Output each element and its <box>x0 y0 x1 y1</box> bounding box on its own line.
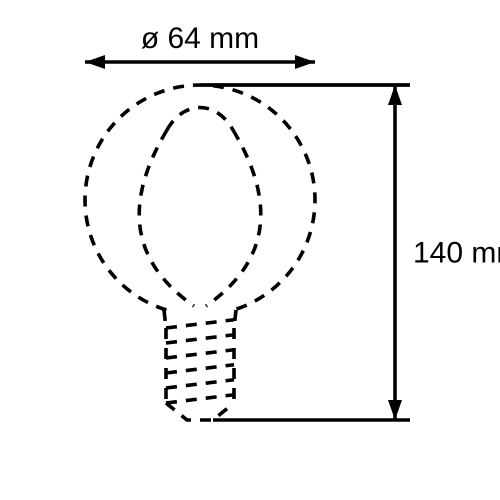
neck-left <box>164 310 166 328</box>
thread-line <box>166 320 234 328</box>
dim-diameter-label: ø 64 mm <box>141 22 259 55</box>
thread-line <box>166 395 234 403</box>
dim-diameter-arrow-left <box>85 55 105 69</box>
thread-line <box>166 365 234 373</box>
dim-height-arrow-top <box>388 85 402 105</box>
filament-lobe-left <box>139 130 194 306</box>
thread-line <box>166 335 234 343</box>
base-tip <box>166 403 234 420</box>
dim-height-arrow-bottom <box>388 400 402 420</box>
filament-lobe-right <box>206 130 261 306</box>
bulb-globe <box>85 85 315 310</box>
neck-right <box>234 310 236 328</box>
filament-top <box>167 108 233 131</box>
dim-height-label: 140 mm <box>413 237 500 270</box>
dim-diameter-arrow-right <box>295 55 315 69</box>
thread-line <box>166 380 234 388</box>
thread-line <box>166 350 234 358</box>
